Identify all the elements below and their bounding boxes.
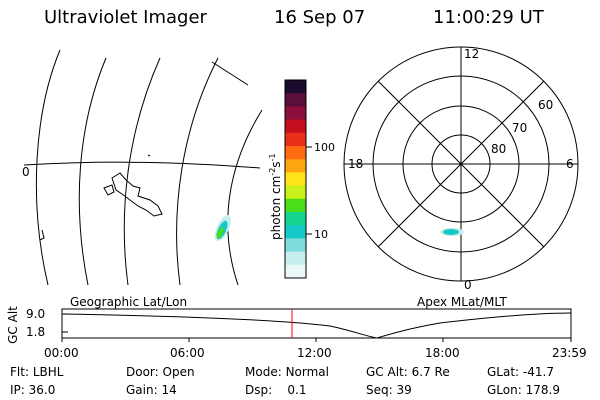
colorbar-segment [285,198,306,213]
time-label: 11:00:29 UT [433,7,544,28]
status-door: Door: Open [126,365,195,379]
mlt-label-18: 18 [348,157,364,171]
status-flt: Flt: LBHL [10,365,64,379]
projection-label-apex: Apex MLat/MLT [417,295,507,309]
lat-label-70: 70 [512,121,528,135]
status-glat: GLat: -41.7 [487,365,554,379]
colorbar-segment [285,146,306,160]
colorbar-segment [285,172,306,187]
colorbar-tick-100: 100 [314,141,335,154]
geographic-map [23,49,263,286]
colorbar-tick-10: 10 [314,228,328,241]
timeline-ytick-1-8: 1.8 [26,325,46,339]
colorbar-segment [285,264,306,279]
colorbar [285,80,306,279]
status-gain: Gain: 14 [126,383,177,397]
latitude-line [23,161,261,169]
altitude-curve [61,312,572,339]
timeline-xtick: 06:00 [170,346,205,360]
timeline-xtick: 18:00 [425,346,460,360]
colorbar-segment [285,212,306,226]
lat-label-80: 80 [491,142,507,156]
mlt-label-6: 6 [566,157,574,171]
colorbar-segment [285,80,306,94]
status-glon: GLon: 178.9 [487,383,560,397]
colorbar-segment [285,93,306,107]
status-ip: IP: 36.0 [10,383,56,397]
status-seq: Seq: 39 [366,383,412,397]
coastline [111,172,163,217]
polar-plot [343,46,579,282]
lat-label-60: 60 [538,98,554,112]
timeline-xtick: 00:00 [44,346,79,360]
timeline-xtick: 23:59 [552,346,587,360]
projection-label-geo: Geographic Lat/Lon [70,295,188,309]
timeline-ytick-9: 9.0 [26,307,46,321]
colorbar-segment [285,238,306,253]
colorbar-segment [285,225,306,239]
timeline-xtick: 12:00 [297,346,332,360]
colorbar-segment [285,251,306,266]
status-mode: Mode: Normal [245,365,329,379]
colorbar-segment [285,106,306,121]
colorbar-frame [284,79,307,279]
timeline-frame [61,308,572,339]
mlt-label-12: 12 [464,47,480,61]
colorbar-unit: photon cm-2s-1 [268,153,283,240]
timeline-axis-title: GC Alt [5,306,20,344]
aurora-patch-polar [440,228,464,236]
status-gc-alt: GC Alt: 6.7 Re [366,365,450,379]
colorbar-segment [285,185,306,200]
colorbar-segment [285,119,306,134]
aurora-patch-geo [214,215,232,241]
colorbar-segment [285,159,306,173]
date-label: 16 Sep 07 [274,7,366,28]
status-dsp: Dsp: 0.1 [245,383,307,397]
colorbar-segment [285,132,306,147]
lon-label: 0 [22,165,30,179]
instrument-title: Ultraviolet Imager [44,7,207,28]
mlt-label-0: 0 [464,278,472,292]
